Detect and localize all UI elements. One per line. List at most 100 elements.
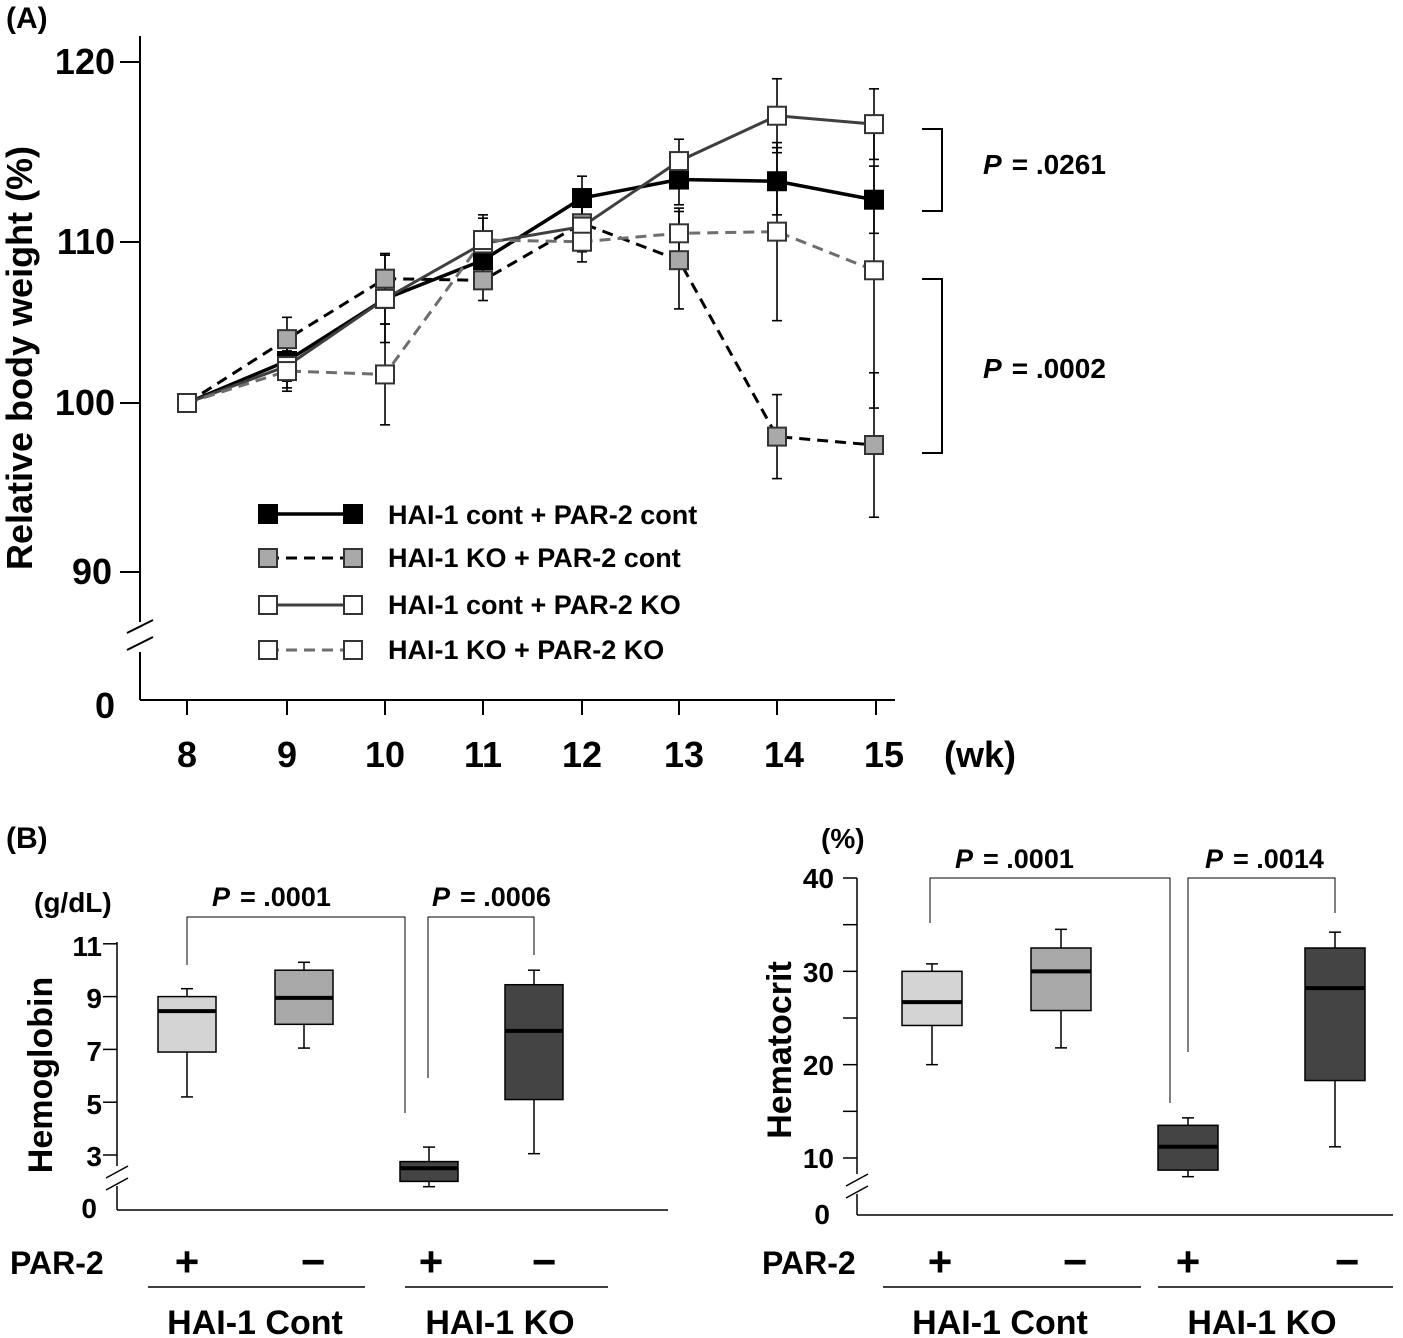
legend-marker bbox=[258, 595, 278, 615]
data-point-marker bbox=[473, 250, 493, 271]
legend-label: HAI-1 KO + PAR-2 cont bbox=[388, 543, 681, 573]
hemoglobin-y-tick-label: 7 bbox=[86, 1036, 102, 1067]
legend-marker bbox=[258, 504, 278, 524]
hemoglobin-axis-break-mark bbox=[105, 1165, 129, 1179]
hematocrit-axis-break-mark bbox=[845, 1173, 869, 1187]
hemoglobin-p-value: P = .0006 bbox=[432, 882, 551, 912]
data-point-marker bbox=[669, 151, 689, 172]
data-point-marker bbox=[767, 105, 787, 126]
data-point-marker bbox=[177, 393, 197, 413]
hemoglobin-y-tick-label: 3 bbox=[86, 1141, 102, 1172]
panel-a-x-ticks bbox=[186, 700, 877, 715]
box-body bbox=[901, 970, 963, 1027]
hemoglobin-p-value: P = .0001 bbox=[212, 882, 331, 912]
panel-a-p-value: P = .0002 bbox=[983, 353, 1106, 384]
hematocrit-axis-break-mark bbox=[845, 1185, 869, 1199]
panel-a-markers bbox=[177, 105, 884, 455]
panel-a-x-tick-label: 10 bbox=[365, 734, 405, 775]
panel-a-series-lines bbox=[186, 114, 875, 447]
box-body bbox=[1304, 947, 1366, 1082]
hemoglobin-category-label: + bbox=[175, 1238, 200, 1285]
hematocrit-unit: (%) bbox=[821, 823, 865, 854]
hemoglobin-y-tick-label: 0 bbox=[81, 1193, 97, 1224]
data-point-marker bbox=[767, 171, 787, 192]
data-point-marker bbox=[669, 250, 689, 271]
hemoglobin-significance-bracket bbox=[186, 916, 406, 1113]
panel-b-hematocrit: (%) Hematocrit 40 30 20 10 0 P = .0001 P =… bbox=[761, 823, 1393, 1338]
p-label: P bbox=[983, 149, 1002, 180]
panel-a-y-tick-label: 0 bbox=[95, 685, 115, 726]
data-point-marker bbox=[473, 270, 493, 291]
data-point-marker bbox=[277, 361, 297, 382]
hemoglobin-axis-break-mark bbox=[105, 1177, 129, 1191]
hemoglobin-y-tick-label: 9 bbox=[86, 983, 102, 1014]
legend-label: HAI-1 KO + PAR-2 KO bbox=[388, 635, 664, 665]
box-body bbox=[504, 983, 564, 1101]
data-point-marker bbox=[864, 260, 884, 281]
hematocrit-y-axis-title: Hematocrit bbox=[761, 961, 799, 1139]
hematocrit-significance-bracket bbox=[929, 877, 1171, 1103]
series-line bbox=[186, 230, 875, 405]
panel-a-y-tick-label: 120 bbox=[55, 41, 115, 82]
box-body bbox=[399, 1160, 459, 1183]
panel-a-label: (A) bbox=[6, 2, 48, 35]
legend-marker bbox=[258, 640, 278, 660]
panel-a-y-tick-label: 110 bbox=[57, 221, 115, 262]
panel-a-x-tick-label: 13 bbox=[664, 734, 704, 775]
panel-b-label: (B) bbox=[6, 822, 48, 855]
series-line bbox=[186, 114, 875, 405]
series-line bbox=[186, 177, 875, 405]
panel-a-significance-bracket bbox=[922, 278, 943, 454]
data-point-marker bbox=[864, 435, 884, 455]
hematocrit-y-tick-label: 0 bbox=[814, 1199, 830, 1230]
hemoglobin-significance-bracket bbox=[427, 916, 535, 1078]
hemoglobin-y-axis-title: Hemoglobin bbox=[22, 977, 60, 1173]
hematocrit-significance-bracket bbox=[1187, 877, 1336, 1052]
panel-a-x-tick-label: 15 bbox=[864, 734, 904, 775]
hematocrit-y-tick-label: 40 bbox=[803, 863, 834, 894]
legend-marker bbox=[343, 640, 363, 660]
legend-marker bbox=[343, 548, 363, 568]
p-value: = .0001 bbox=[983, 844, 1074, 874]
hemoglobin-category-label: + bbox=[419, 1238, 444, 1285]
hematocrit-group-label: HAI-1 KO bbox=[1187, 1304, 1336, 1338]
panel-a-significance-bracket bbox=[922, 128, 943, 212]
hemoglobin-boxes bbox=[157, 961, 564, 1188]
data-point-marker bbox=[572, 231, 592, 252]
legend-label: HAI-1 cont + PAR-2 KO bbox=[388, 590, 681, 620]
panel-a-error-bars bbox=[282, 77, 879, 519]
panel-a-x-tick-label: 14 bbox=[764, 734, 804, 775]
p-label: P bbox=[983, 353, 1002, 384]
panel-a-x-tick-label: 9 bbox=[277, 734, 297, 775]
panel-a-legend: HAI-1 cont + PAR-2 cont HAI-1 KO + PAR-2… bbox=[258, 500, 697, 665]
panel-a-x-tick-label: 11 bbox=[464, 734, 502, 775]
panel-a-y-tick-label: 100 bbox=[55, 382, 115, 423]
hematocrit-category-label: + bbox=[1176, 1238, 1201, 1285]
legend-marker bbox=[343, 595, 363, 615]
hematocrit-category-label: − bbox=[1063, 1238, 1088, 1285]
panel-a-axis-break-mark bbox=[126, 636, 154, 651]
panel-a: (A) 120 110 100 90 0 Relative body weigh… bbox=[0, 2, 1106, 775]
data-point-marker bbox=[572, 188, 592, 209]
hemoglobin-y-ticks bbox=[103, 943, 117, 1156]
hemoglobin-group-label: HAI-1 Cont bbox=[167, 1304, 343, 1338]
box-body bbox=[157, 995, 217, 1053]
hematocrit-y-tick-label: 20 bbox=[803, 1050, 834, 1081]
data-point-marker bbox=[864, 189, 884, 210]
hemoglobin-y-tick-label: 5 bbox=[86, 1089, 102, 1120]
panel-a-y-axis-title: Relative body weight (%) bbox=[0, 146, 40, 570]
panel-a-axis-break-mark bbox=[126, 619, 154, 634]
p-value: = .0002 bbox=[1012, 353, 1106, 384]
legend-label: HAI-1 cont + PAR-2 cont bbox=[388, 500, 697, 530]
data-point-marker bbox=[767, 426, 787, 447]
hemoglobin-category-label: − bbox=[301, 1238, 326, 1285]
data-point-marker bbox=[767, 221, 787, 242]
hematocrit-category-label: + bbox=[928, 1238, 953, 1285]
hemoglobin-y-tick-label: 11 bbox=[72, 931, 102, 962]
data-point-marker bbox=[669, 169, 689, 190]
legend-marker bbox=[258, 548, 278, 568]
p-label: P bbox=[212, 882, 231, 912]
p-label: P bbox=[1205, 844, 1224, 874]
p-value: = .0006 bbox=[460, 882, 551, 912]
